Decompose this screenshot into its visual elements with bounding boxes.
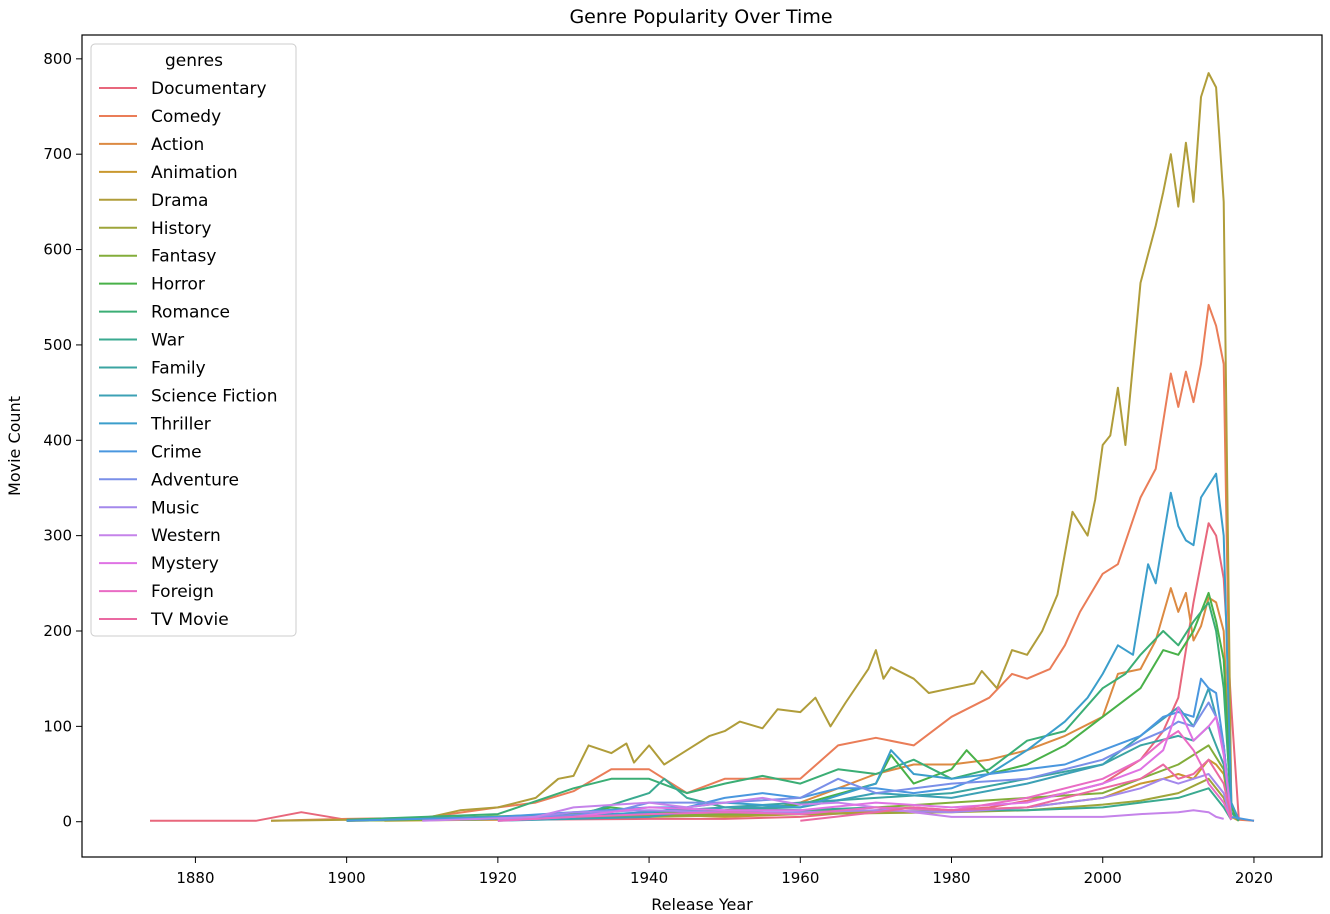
y-tick-label: 700 — [43, 145, 72, 163]
y-axis: 0 100 200 300 400 500 600 700 800 — [43, 50, 82, 831]
legend-label: Crime — [151, 442, 202, 462]
y-tick-label: 600 — [43, 241, 72, 259]
legend-item-family: Family — [99, 359, 206, 379]
legend-label: Comedy — [151, 107, 221, 127]
x-tick-label: 1880 — [176, 869, 214, 887]
legend-label: Documentary — [151, 79, 267, 99]
legend-item-western: Western — [99, 526, 221, 546]
legend-item-war: War — [99, 331, 184, 351]
y-tick-label: 100 — [43, 717, 72, 735]
series-line-music — [497, 773, 1233, 822]
x-tick-label: 1980 — [932, 869, 970, 887]
legend-label: Mystery — [151, 554, 219, 574]
legend-label: Horror — [151, 275, 205, 295]
legend-label: War — [151, 331, 184, 351]
x-axis: 1880 1900 1920 1940 1960 1980 2000 2020 — [176, 857, 1273, 887]
legend-label: Music — [151, 498, 199, 518]
legend-item-mystery: Mystery — [99, 554, 219, 574]
legend-item-documentary: Documentary — [99, 79, 267, 99]
legend-item-comedy: Comedy — [99, 107, 221, 127]
legend-label: Science Fiction — [151, 386, 277, 406]
series-line-romance — [346, 601, 1240, 822]
plot-area — [150, 72, 1255, 822]
series-line-documentary — [150, 522, 1255, 822]
series-line-horror — [346, 591, 1240, 822]
legend-label: Foreign — [151, 582, 214, 602]
plot-frame — [81, 34, 1323, 858]
x-tick-label: 1960 — [781, 869, 819, 887]
legend-label: TV Movie — [150, 610, 229, 630]
y-tick-label: 200 — [43, 622, 72, 640]
x-tick-label: 2000 — [1084, 869, 1122, 887]
legend-item-foreign: Foreign — [99, 582, 214, 602]
y-tick-label: 800 — [43, 50, 72, 68]
y-tick-label: 0 — [62, 813, 72, 831]
series-line-comedy — [270, 303, 1255, 822]
legend-label: Family — [151, 359, 206, 379]
legend-box — [90, 43, 297, 637]
x-tick-label: 1900 — [328, 869, 366, 887]
series-line-foreign — [497, 730, 1233, 822]
legend-label: Western — [151, 526, 221, 546]
series-line-action — [346, 587, 1240, 822]
series-line-tv-movie — [800, 758, 1233, 822]
y-tick-label: 400 — [43, 431, 72, 449]
series-line-adventure — [497, 701, 1233, 821]
legend-label: Fantasy — [151, 247, 216, 267]
series-line-fantasy — [346, 744, 1233, 822]
legend-label: Adventure — [151, 470, 239, 490]
legend-item-horror: Horror — [99, 275, 205, 295]
legend: genres Documentary Comedy Action Animation D… — [90, 43, 297, 637]
legend-label: Thriller — [150, 414, 211, 434]
legend-item-action: Action — [99, 135, 204, 155]
legend-title: genres — [165, 51, 223, 71]
x-tick-label: 1920 — [479, 869, 517, 887]
legend-item-romance: Romance — [99, 303, 230, 323]
series-line-thriller — [497, 472, 1240, 821]
series-line-drama — [270, 72, 1240, 822]
legend-item-drama: Drama — [99, 191, 208, 211]
series-line-crime — [346, 677, 1255, 822]
series-line-mystery — [497, 706, 1233, 822]
x-tick-label: 2020 — [1235, 869, 1273, 887]
y-tick-label: 500 — [43, 336, 72, 354]
legend-item-fantasy: Fantasy — [99, 247, 216, 267]
y-tick-label: 300 — [43, 527, 72, 545]
legend-label: History — [151, 219, 211, 239]
y-axis-label: Movie Count — [5, 396, 24, 496]
legend-label: Action — [151, 135, 204, 155]
legend-label: Drama — [151, 191, 208, 211]
legend-label: Animation — [151, 163, 238, 183]
legend-item-adventure: Adventure — [99, 470, 239, 490]
legend-item-music: Music — [99, 498, 199, 518]
legend-item-animation: Animation — [99, 163, 238, 183]
legend-label: Romance — [151, 303, 230, 323]
x-tick-label: 1940 — [630, 869, 668, 887]
legend-item-science-fiction: Science Fiction — [99, 386, 277, 406]
series-line-science-fiction — [497, 687, 1233, 822]
legend-item-thriller: Thriller — [99, 414, 211, 434]
chart-title: Genre Popularity Over Time — [569, 6, 832, 28]
legend-item-tv-movie: TV Movie — [99, 610, 229, 630]
legend-item-history: History — [99, 219, 211, 239]
x-axis-label: Release Year — [651, 895, 753, 914]
legend-item-crime: Crime — [99, 442, 202, 462]
